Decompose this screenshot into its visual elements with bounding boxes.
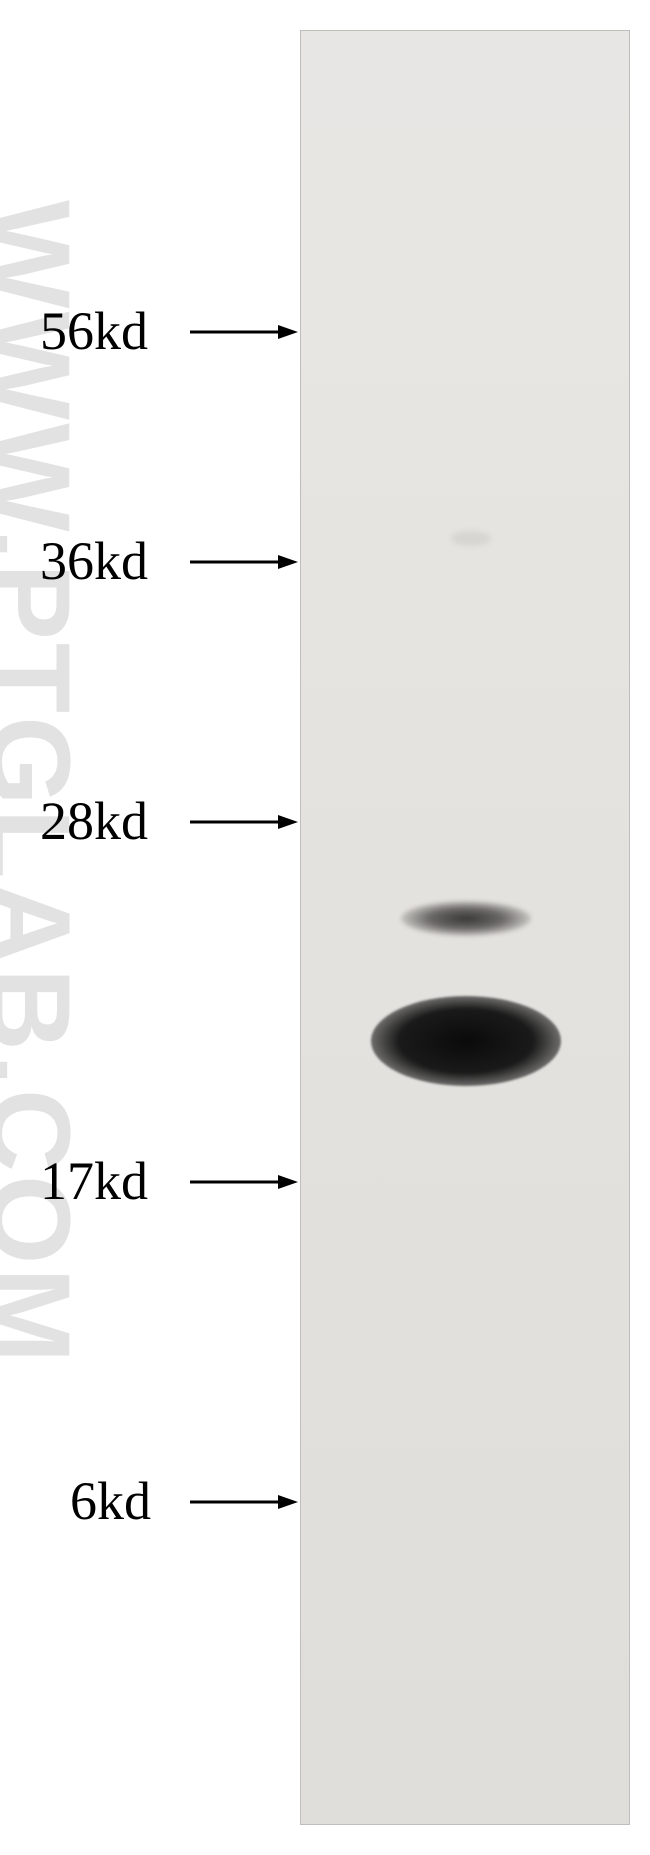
band-upper-faint	[401, 901, 531, 936]
faint-mark	[451, 531, 491, 546]
marker-label-17kd: 17kd	[40, 1150, 148, 1212]
marker-arrow-56kd	[190, 322, 300, 342]
marker-arrow-6kd	[190, 1492, 300, 1512]
marker-arrow-36kd	[190, 552, 300, 572]
marker-label-28kd: 28kd	[40, 790, 148, 852]
marker-arrow-28kd	[190, 812, 300, 832]
marker-label-36kd: 36kd	[40, 530, 148, 592]
blot-lane	[300, 30, 630, 1825]
marker-label-56kd: 56kd	[40, 300, 148, 362]
band-main-strong	[371, 996, 561, 1086]
marker-label-6kd: 6kd	[70, 1470, 151, 1532]
marker-arrow-17kd	[190, 1172, 300, 1192]
blot-figure: WWW.PTGLAB.COM 56kd 36kd 28kd 17kd 6kd	[0, 0, 650, 1855]
